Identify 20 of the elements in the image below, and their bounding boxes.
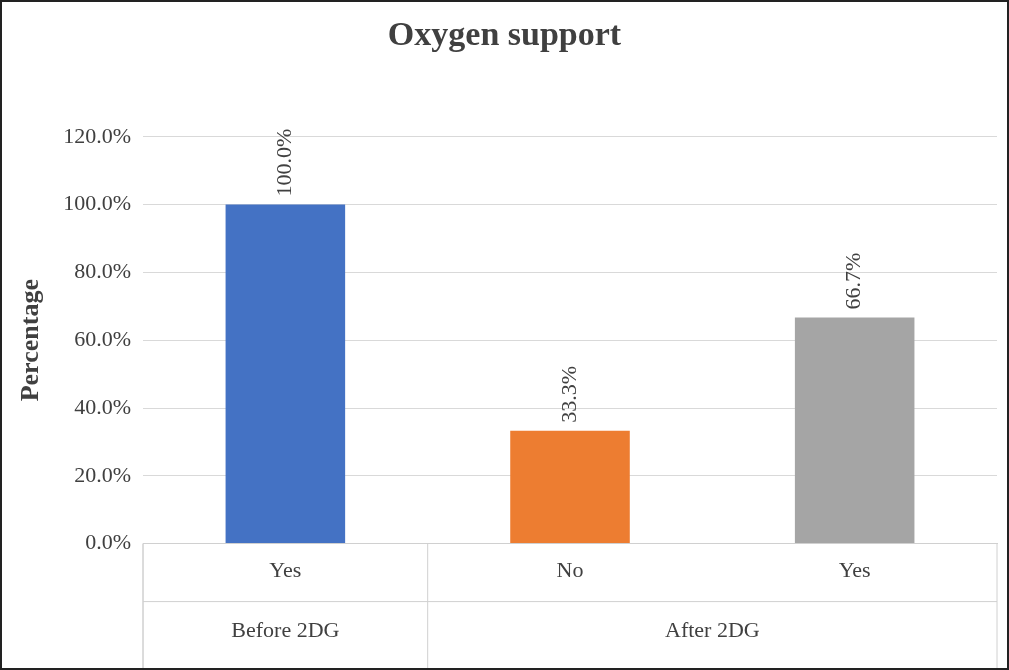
- x-tick-label: Yes: [838, 556, 871, 582]
- y-tick-label: 100.0%: [63, 190, 132, 216]
- y-tick-label: 80.0%: [74, 258, 132, 284]
- bar: [225, 204, 346, 544]
- bar: [510, 430, 630, 544]
- y-tick-label: 20.0%: [74, 461, 132, 487]
- data-label: 66.7%: [840, 252, 866, 310]
- y-tick-label: 120.0%: [63, 122, 132, 148]
- y-tick-label: 60.0%: [74, 325, 132, 351]
- x-tick-label: Yes: [269, 556, 302, 582]
- chart-title: Oxygen support: [387, 15, 622, 53]
- x-tick-label: No: [556, 556, 584, 582]
- data-label: 33.3%: [555, 365, 581, 423]
- y-tick-label: 40.0%: [74, 393, 132, 419]
- text: After 2DG: [664, 617, 760, 643]
- y-axis-title: Percentage: [15, 279, 45, 402]
- y-tick-label: 0.0%: [85, 529, 132, 555]
- text: Before 2DG: [231, 617, 340, 643]
- data-label: 100.0%: [271, 128, 297, 197]
- bar: [794, 317, 915, 544]
